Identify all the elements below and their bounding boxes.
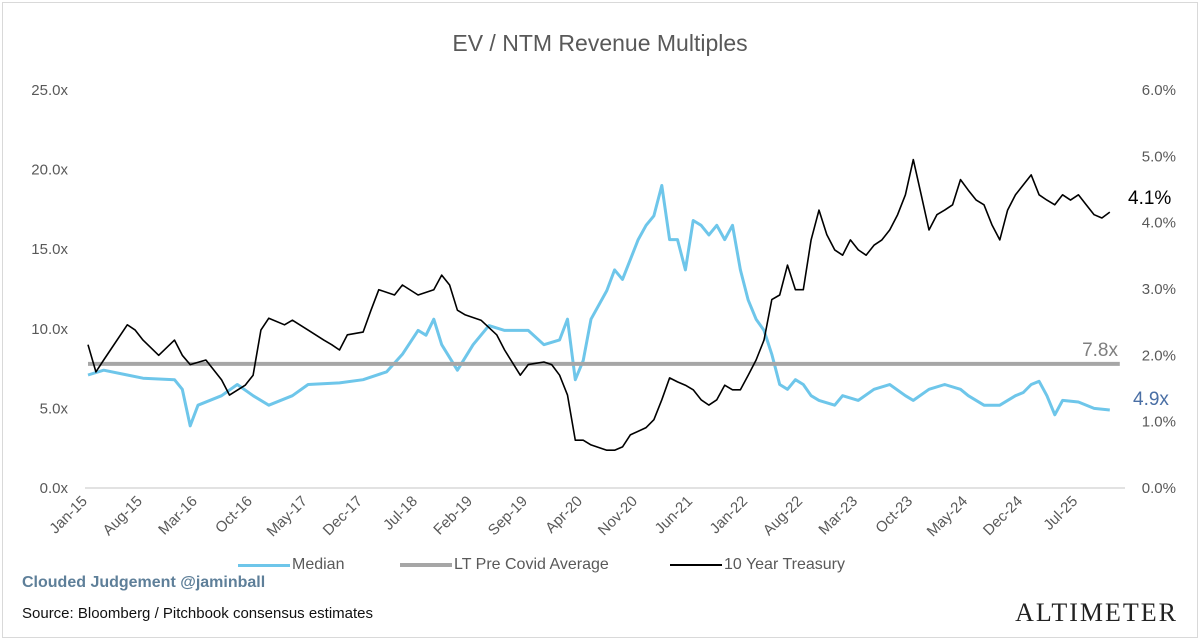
x-tick-label: May-24 [924,493,971,540]
y-right-tick-label: 6.0% [1142,82,1176,99]
x-tick-label: Aug-15 [100,493,146,539]
y-right-tick-label: 5.0% [1142,148,1176,165]
altimeter-logo: ALTIMETER [1015,598,1178,627]
x-tick-label: Apr-20 [542,493,586,537]
x-tick-label: Jan-15 [46,493,90,537]
y-left-tick-label: 25.0x [31,82,68,99]
legend-label-average: LT Pre Covid Average [454,556,609,573]
legend-item-treasury: 10 Year Treasury [670,556,845,574]
series-line-treasury [87,158,1111,451]
y-right-tick-label: 2.0% [1142,347,1176,364]
legend-label-median: Median [292,556,345,573]
x-tick-label: Dec-17 [320,493,366,539]
legend-item-average: LT Pre Covid Average [400,556,609,574]
x-tick-label: Oct-23 [872,493,916,537]
label-median-latest: 4.9x [1133,389,1169,410]
y-left-tick-label: 0.0x [40,480,69,497]
y-left-tick-label: 10.0x [31,321,68,338]
legend-item-median: Median [238,556,344,574]
x-tick-label: May-17 [264,493,311,540]
chart-title: EV / NTM Revenue Multiples [452,30,748,56]
legend: Median LT Pre Covid Average 10 Year Trea… [0,556,1200,578]
y-left-tick-label: 20.0x [31,162,68,179]
x-tick-label: Nov-20 [595,493,641,539]
y-right-tick-label: 3.0% [1142,281,1176,298]
x-tick-label: Jul-25 [1040,493,1081,534]
x-tick-label: Jun-21 [652,493,696,537]
legend-swatch-average [400,563,452,567]
brand-text: Clouded Judgement @jaminball [22,574,266,591]
legend-swatch-treasury [670,564,722,566]
x-tick-label: Feb-19 [430,493,476,539]
y-left-tick-label: 5.0x [40,400,69,417]
legend-label-treasury: 10 Year Treasury [724,556,845,573]
legend-swatch-median [238,563,290,567]
y-right-tick-label: 1.0% [1142,414,1176,431]
source-note: Source: Bloomberg / Pitchbook consensus … [22,605,374,622]
x-tick-label: Sep-19 [485,493,531,539]
label-treasury-latest: 4.1% [1128,188,1171,209]
x-tick-label: Mar-16 [155,493,201,539]
x-tick-label: Mar-23 [815,493,861,539]
y-right-tick-label: 0.0% [1142,480,1176,497]
series-line-median [87,184,1110,428]
x-tick-label: Dec-24 [980,493,1026,539]
y-right-tick-label: 4.0% [1142,215,1176,232]
y-left-tick-label: 15.0x [31,241,68,258]
label-lt-average: 7.8x [1082,340,1118,361]
x-tick-label: Jan-22 [707,493,751,537]
x-tick-label: Aug-22 [760,493,806,539]
x-tick-label: Oct-16 [212,493,256,537]
x-tick-label: Jul-18 [380,493,421,534]
chart-plot: 0.0x 5.0x 10.0x 15.0x 20.0x 25.0x 0.0% 1.0% 2.0%… [31,82,1176,540]
